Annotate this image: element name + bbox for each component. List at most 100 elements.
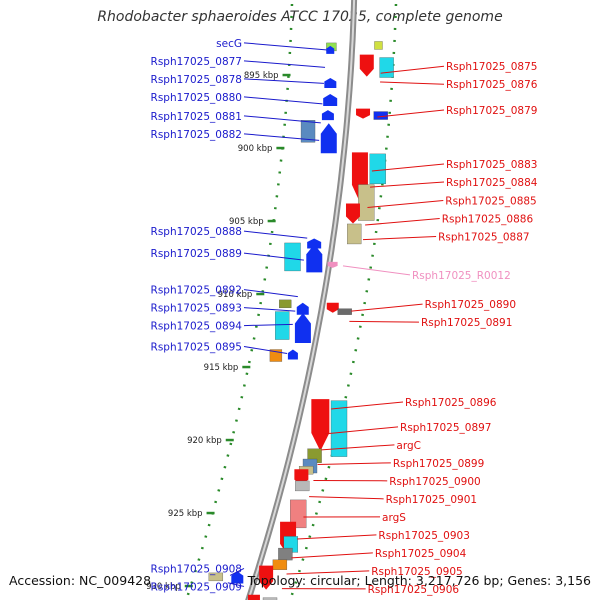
reverse-gene-arrow: [327, 261, 338, 268]
reverse-gene-label: Rsph17025_0899: [393, 458, 484, 470]
forward-gene-label: Rsph17025_0892: [151, 285, 242, 297]
forward-leader-line: [243, 307, 296, 312]
reverse-leader-line: [371, 163, 445, 172]
scale-tick-label: 910 kbp: [218, 290, 253, 300]
feature-layer: [208, 41, 394, 600]
reverse-gene-block: [330, 400, 348, 457]
reverse-leader-line: [321, 444, 395, 451]
forward-leader-line: [243, 346, 288, 355]
reverse-gene-label: Rsph17025_0891: [421, 317, 512, 329]
forward-gene-label: Rsph17025_0895: [151, 342, 242, 354]
forward-gene-label: Rsph17025_0889: [151, 248, 242, 260]
reverse-leader-line: [377, 109, 445, 118]
forward-leader-line: [243, 60, 326, 68]
reverse-leader-line: [362, 236, 437, 241]
leader-line-layer: [227, 42, 445, 590]
forward-gene-label: Rsph17025_0908: [151, 563, 242, 575]
scale-tick-label: 895 kbp: [244, 71, 279, 81]
forward-gene-label: Rsph17025_0909: [151, 581, 242, 593]
forward-gene-block: [279, 299, 292, 309]
forward-gene-label: Rsph17025_0882: [151, 129, 242, 141]
reverse-gene-block: [374, 41, 383, 50]
reverse-gene-label: Rsph17025_0906: [368, 584, 460, 596]
reverse-leader-line: [286, 570, 370, 575]
forward-gene-label: Rsph17025_0878: [151, 74, 242, 86]
reverse-leader-line: [349, 320, 419, 323]
reverse-gene-block: [347, 223, 362, 245]
reverse-leader-line: [380, 65, 445, 74]
reverse-gene-label: Rsph17025_0887: [438, 232, 529, 244]
reverse-leader-line: [380, 81, 445, 85]
forward-gene-label: Rsph17025_0877: [151, 56, 242, 68]
scale-tick-label: 920 kbp: [187, 436, 222, 446]
reverse-leader-line: [325, 426, 399, 435]
scale-tick-label: 905 kbp: [229, 217, 264, 227]
reverse-leader-line: [351, 303, 423, 312]
rna-leader-line: [342, 265, 411, 276]
forward-gene-arrow: [320, 123, 337, 154]
forward-gene-arrow: [321, 110, 334, 121]
reverse-leader-line: [365, 218, 440, 226]
backbone-layer: [245, 0, 358, 600]
forward-leader-line: [243, 42, 327, 51]
reverse-gene-block: [373, 111, 388, 120]
reverse-gene-label: Rsph17025_0876: [446, 79, 538, 91]
reverse-gene-label: Rsph17025_0885: [445, 196, 536, 208]
forward-gene-label: Rsph17025_0880: [151, 92, 242, 104]
reverse-gene-label: Rsph17025_0890: [425, 299, 516, 311]
forward-gene-arrow: [307, 238, 322, 249]
reverse-leader-line: [331, 401, 404, 410]
reverse-gene-label: Rsph17025_0904: [375, 548, 467, 560]
forward-gene-arrow: [294, 313, 311, 344]
label-layer: secG Rsph17025_0877 Rsph17025_0878 Rsph1702…: [151, 38, 538, 596]
reverse-leader-line: [367, 200, 444, 209]
reverse-gene-block: [358, 184, 375, 221]
forward-gene-block: [284, 242, 301, 272]
forward-gene-arrow: [324, 77, 337, 88]
reverse-gene-block: [272, 559, 288, 570]
reverse-gene-label: Rsph17025_0905: [371, 566, 462, 578]
reverse-gene-arrow: [345, 203, 360, 224]
reverse-gene-arrow: [326, 302, 339, 313]
forward-gene-block: [275, 311, 290, 340]
forward-gene-arrow: [231, 571, 244, 584]
reverse-gene-arrow: [356, 108, 371, 119]
forward-leader-line: [243, 133, 320, 141]
reverse-leader-line: [370, 181, 445, 188]
forward-gene-block: [208, 572, 224, 582]
reverse-gene-label: Rsph17025_0886: [442, 214, 534, 226]
reverse-gene-label: Rsph17025_0896: [405, 397, 497, 409]
reverse-gene-label: Rsph17025_0879: [446, 105, 537, 117]
reverse-leader-line: [291, 552, 373, 559]
reverse-gene-block: [290, 499, 307, 529]
reverse-gene-arrow: [359, 54, 374, 77]
forward-gene-block: [300, 120, 316, 143]
reverse-gene-block: [379, 57, 394, 78]
reverse-gene-block: [369, 153, 386, 185]
reverse-gene-label: argS: [382, 512, 406, 524]
forward-gene-label: Rsph17025_0894: [151, 321, 243, 333]
reverse-gene-block: [262, 597, 278, 600]
genome-summary-text: Topology: circular; Length: 3,217,726 bp…: [247, 573, 591, 588]
reverse-gene-label: Rsph17025_0901: [386, 494, 477, 506]
scale-tick-label: 915 kbp: [204, 363, 239, 373]
scale-tick-label: 900 kbp: [238, 144, 273, 154]
reverse-gene-label: Rsph17025_0883: [446, 159, 537, 171]
reverse-gene-block: [337, 308, 352, 315]
forward-leader-line: [227, 582, 245, 587]
reverse-leader-line: [297, 534, 377, 540]
rna-gene-label: Rsph17025_R0012: [412, 270, 511, 282]
forward-leader-line: [243, 323, 293, 327]
reverse-leader-line: [309, 496, 384, 500]
reverse-gene-arrow: [247, 594, 260, 600]
forward-leader-line: [243, 252, 304, 261]
genome-backbone-highlight: [247, 0, 356, 600]
reverse-gene-block: [278, 547, 293, 561]
map-title: Rhodobacter sphaeroides ATCC 17025, comp…: [97, 9, 503, 25]
reverse-gene-arrow: [311, 399, 330, 452]
reverse-gene-block: [295, 480, 310, 492]
forward-leader-line: [243, 78, 324, 84]
forward-gene-arrow: [287, 349, 298, 360]
reverse-leader-line: [317, 462, 391, 465]
